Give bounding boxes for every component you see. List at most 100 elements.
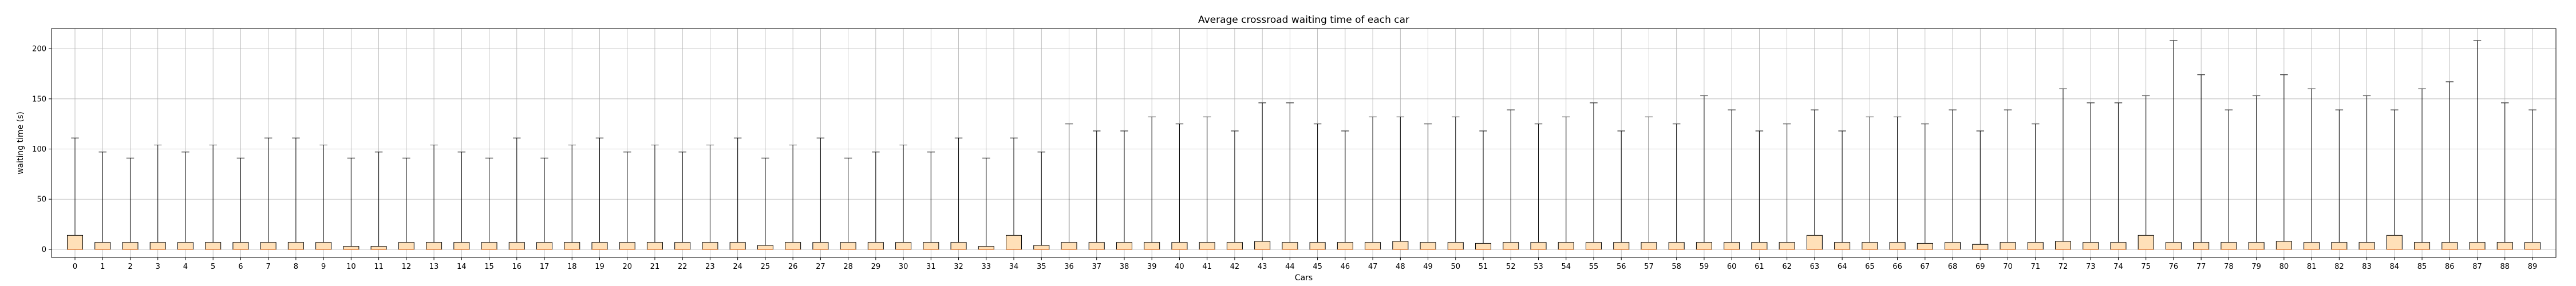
box-36 (1061, 124, 1077, 250)
x-tick-label: 73 (2086, 263, 2096, 271)
x-tick-label: 1 (100, 263, 105, 271)
box-71 (2027, 124, 2044, 250)
x-tick-label: 81 (2307, 263, 2317, 271)
box-body (812, 242, 829, 250)
box-17 (536, 157, 553, 250)
box-body (2275, 241, 2292, 250)
x-tick-label: 39 (1147, 263, 1157, 271)
box-body (1282, 242, 1298, 250)
box-23 (702, 145, 718, 250)
box-body (923, 242, 939, 250)
box-body (205, 242, 222, 250)
x-tick-label: 15 (484, 263, 494, 271)
box-body (149, 242, 166, 250)
box-body (1061, 242, 1077, 250)
box-body (2055, 241, 2071, 250)
x-tick-label: 45 (1313, 263, 1322, 271)
box-body (785, 242, 801, 250)
x-tick-label: 87 (2472, 263, 2482, 271)
box-70 (2000, 109, 2016, 250)
box-83 (2358, 96, 2375, 250)
box-50 (1447, 116, 1464, 250)
box-51 (1475, 130, 1492, 250)
x-tick-label: 70 (2003, 263, 2013, 271)
box-31 (923, 152, 939, 250)
x-tick-label: 88 (2500, 263, 2510, 271)
box-64 (1834, 130, 1851, 250)
box-body (757, 245, 773, 250)
box-73 (2083, 102, 2099, 250)
x-axis-ticks: 0 1 2 3 4 5 6 7 8 9 10 11 12 13 14 15 16 17 18 19 20 21 22 23 24… (73, 257, 2537, 271)
box-45 (1309, 124, 1326, 250)
x-tick-label: 26 (788, 263, 798, 271)
box-48 (1392, 116, 1409, 250)
x-tick-label: 47 (1368, 263, 1378, 271)
x-tick-label: 32 (954, 263, 963, 271)
x-tick-label: 66 (1893, 263, 1902, 271)
x-tick-label: 30 (899, 263, 908, 271)
box-84 (2386, 109, 2403, 250)
box-body (1171, 242, 1188, 250)
x-tick-label: 29 (871, 263, 881, 271)
box-67 (1917, 124, 1933, 250)
box-37 (1088, 130, 1105, 250)
x-tick-label: 68 (1948, 263, 1958, 271)
box-5 (205, 145, 222, 250)
box-body (2165, 242, 2182, 250)
x-tick-label: 34 (1009, 263, 1019, 271)
x-tick-label: 51 (1479, 263, 1488, 271)
box-56 (1613, 130, 1630, 250)
box-2 (122, 157, 139, 250)
box-body (1696, 242, 1712, 250)
x-tick-label: 35 (1037, 263, 1046, 271)
x-tick-label: 23 (705, 263, 715, 271)
box-body (66, 235, 84, 250)
box-body (2000, 242, 2016, 250)
box-body (2027, 242, 2044, 250)
box-59 (1696, 96, 1712, 250)
box-body (867, 242, 884, 250)
box-body (1199, 242, 1215, 250)
box-54 (1558, 116, 1574, 250)
box-body (2331, 242, 2348, 250)
box-body (2221, 242, 2237, 250)
box-49 (1420, 124, 1436, 250)
x-tick-label: 17 (540, 263, 550, 271)
box-body (2304, 242, 2320, 250)
x-tick-label: 18 (567, 263, 577, 271)
box-body (2414, 242, 2431, 250)
y-tick-label: 100 (32, 145, 46, 154)
x-tick-label: 55 (1589, 263, 1599, 271)
x-tick-label: 60 (1727, 263, 1737, 271)
box-body (674, 242, 691, 250)
box-body (1530, 242, 1547, 250)
box-25 (757, 157, 773, 250)
box-53 (1530, 124, 1547, 250)
x-tick-label: 77 (2196, 263, 2206, 271)
x-tick-label: 62 (1782, 263, 1792, 271)
box-series (66, 40, 2541, 250)
box-body (2441, 242, 2458, 250)
box-body (1585, 242, 1602, 250)
box-35 (1033, 152, 1050, 250)
box-body (2386, 235, 2403, 250)
y-tick-label: 200 (32, 45, 46, 54)
box-28 (840, 157, 856, 250)
box-body (619, 242, 635, 250)
box-body (398, 242, 414, 250)
box-3 (149, 145, 166, 250)
x-tick-label: 10 (346, 263, 356, 271)
box-33 (978, 157, 994, 250)
x-tick-label: 59 (1700, 263, 1709, 271)
box-body (895, 242, 912, 250)
box-32 (950, 137, 967, 250)
chart-title: Average crossroad waiting time of each c… (1198, 14, 1409, 26)
box-body (2358, 242, 2375, 250)
box-body (978, 246, 994, 250)
y-tick-label: 0 (42, 245, 46, 254)
box-55 (1585, 102, 1602, 250)
box-46 (1337, 130, 1353, 250)
x-tick-label: 78 (2224, 263, 2234, 271)
x-tick-label: 11 (374, 263, 384, 271)
x-tick-label: 56 (1617, 263, 1626, 271)
